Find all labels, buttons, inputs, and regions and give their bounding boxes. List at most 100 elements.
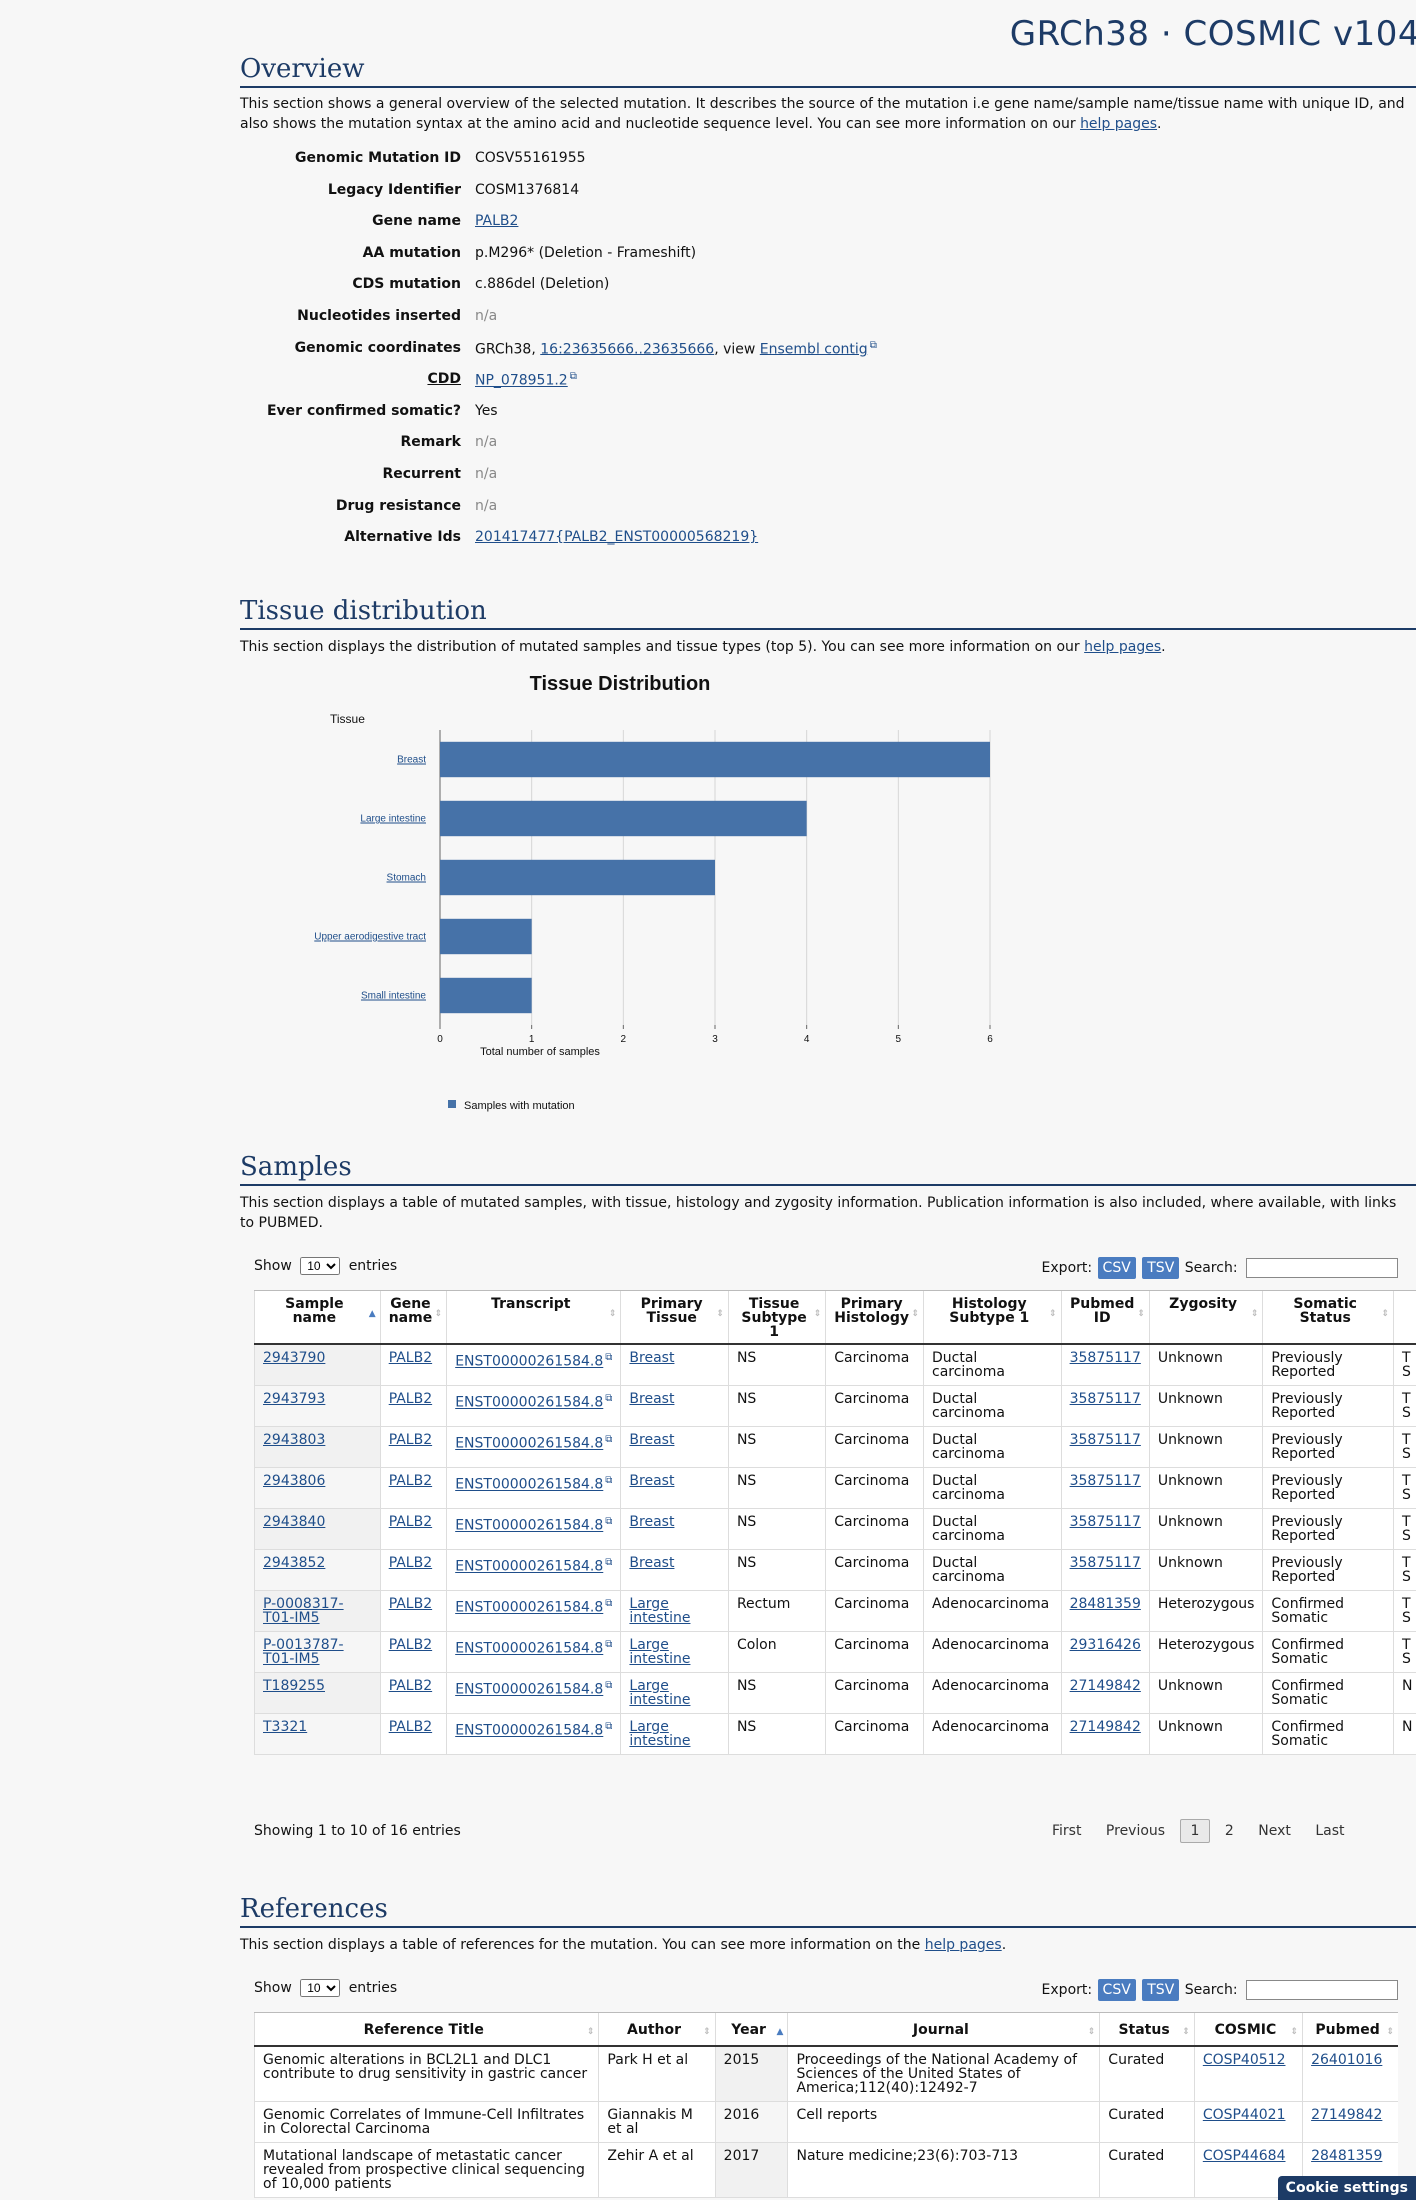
cell-link[interactable]: PALB2 (388, 1514, 433, 1530)
cell-link[interactable]: PALB2 (388, 1596, 433, 1612)
cell-link[interactable]: PALB2 (388, 1473, 433, 1489)
references-help-link[interactable]: help pages (924, 1937, 1002, 1953)
samples-search-input[interactable] (1246, 1258, 1398, 1278)
samples-entries-select[interactable]: 10 (300, 1257, 341, 1275)
cell-link[interactable]: COSP44021 (1202, 2107, 1286, 2123)
samples-col-header[interactable]: Primary Tissue ⇕ (620, 1290, 729, 1345)
pager-next[interactable]: Next (1258, 1823, 1291, 1839)
samples-export-tsv-button[interactable]: TSV (1142, 1257, 1180, 1279)
overview-help-link[interactable]: help pages (1080, 116, 1158, 132)
samples-col-header[interactable]: Histology Subtype 1 ⇕ (923, 1290, 1062, 1345)
cell-link[interactable]: PALB2 (388, 1678, 433, 1694)
samples-col-header[interactable]: Tissue Subtype 1 ⇕ (727, 1290, 826, 1345)
cell-link[interactable]: 2943806 (263, 1473, 326, 1489)
pager-last[interactable]: Last (1315, 1823, 1345, 1839)
cell-link[interactable]: Large intestine (629, 1596, 691, 1626)
cell-link[interactable]: PALB2 (388, 1719, 433, 1735)
cell-link[interactable]: 2943793 (263, 1391, 326, 1407)
cell-link[interactable]: Breast (629, 1391, 675, 1407)
cell-link[interactable]: 27149842 (1069, 1678, 1141, 1694)
alternative-ids-link[interactable]: 201417477{PALB2_ENST00000568219} (475, 529, 759, 546)
references-col-header[interactable]: Journal ⇕ (787, 2012, 1100, 2047)
cell-link[interactable]: Large intestine (629, 1678, 691, 1708)
cell-link[interactable]: Large intestine (629, 1637, 691, 1667)
cell-link[interactable]: PALB2 (388, 1432, 433, 1448)
pager-page-1[interactable]: 1 (1179, 1819, 1211, 1843)
cell-link[interactable]: PALB2 (388, 1555, 433, 1571)
references-col-header[interactable]: Pubmed ⇕ (1302, 2012, 1398, 2047)
cookie-settings-button[interactable]: Cookie settings (1277, 2176, 1416, 2200)
cell-link[interactable]: 35875117 (1069, 1555, 1141, 1571)
samples-col-header[interactable]: Gene name ⇕ (379, 1290, 447, 1345)
cell-link[interactable]: 28481359 (1069, 1596, 1141, 1612)
cell-link[interactable]: ENST00000261584.8 (455, 1435, 604, 1452)
cell-link[interactable]: ENST00000261584.8 (455, 1599, 604, 1616)
samples-col-header[interactable]: Zygosity ⇕ (1148, 1290, 1263, 1345)
references-col-header[interactable]: Year ▲ (714, 2012, 788, 2047)
cell-link[interactable]: PALB2 (388, 1391, 433, 1407)
references-col-header[interactable]: Status ⇕ (1099, 2012, 1195, 2047)
cell-link[interactable]: ENST00000261584.8 (455, 1640, 604, 1657)
cell-link[interactable]: 35875117 (1069, 1432, 1141, 1448)
cell-link[interactable]: P-0013787-T01-IM5 (263, 1637, 344, 1667)
cell-link[interactable]: ENST00000261584.8 (455, 1722, 604, 1739)
references-export-tsv-button[interactable]: TSV (1142, 1979, 1180, 2001)
cell-link[interactable]: Breast (629, 1350, 675, 1366)
bar[interactable] (440, 859, 715, 896)
cell-link[interactable]: 2943790 (263, 1350, 326, 1366)
cell-link[interactable]: ENST00000261584.8 (455, 1681, 604, 1698)
pager-page-2[interactable]: 2 (1224, 1823, 1234, 1839)
tissue-help-link[interactable]: help pages (1084, 639, 1162, 655)
cell-link[interactable]: 35875117 (1069, 1473, 1141, 1489)
cell-link[interactable]: T3321 (263, 1719, 308, 1735)
samples-col-header[interactable]: Pubmed ID ⇕ (1060, 1290, 1150, 1345)
cell-link[interactable]: T189255 (263, 1678, 325, 1694)
cell-link[interactable]: 27149842 (1311, 2107, 1383, 2123)
pager-first[interactable]: First (1052, 1823, 1082, 1839)
cdd-link[interactable]: NP_078951.2 (475, 372, 568, 389)
category-label-link[interactable]: Breast (397, 755, 426, 766)
samples-col-header[interactable]: Sample name ▲ (254, 1290, 381, 1345)
references-col-header[interactable]: Reference Title ⇕ (253, 2012, 599, 2047)
cell-link[interactable]: COSP44684 (1202, 2148, 1286, 2164)
cell-link[interactable]: 27149842 (1069, 1719, 1141, 1735)
cell-link[interactable]: ENST00000261584.8 (455, 1353, 604, 1370)
cell-link[interactable]: Breast (629, 1432, 675, 1448)
cell-link[interactable]: Breast (629, 1514, 675, 1530)
cell-link[interactable]: 35875117 (1069, 1391, 1141, 1407)
cell-link[interactable]: ENST00000261584.8 (455, 1558, 604, 1575)
bar[interactable] (440, 977, 532, 1014)
cell-link[interactable]: 26401016 (1311, 2052, 1383, 2068)
samples-col-header[interactable]: Primary Histology ⇕ (825, 1290, 924, 1345)
cell-link[interactable]: Breast (629, 1473, 675, 1489)
references-entries-select[interactable]: 10 (300, 1979, 341, 1997)
cell-link[interactable]: 35875117 (1069, 1350, 1141, 1366)
category-label-link[interactable]: Upper aerodigestive tract (314, 932, 426, 943)
references-export-csv-button[interactable]: CSV (1097, 1979, 1136, 2001)
ensembl-contig-link[interactable]: Ensembl contig (759, 341, 868, 358)
samples-export-csv-button[interactable]: CSV (1097, 1257, 1136, 1279)
cell-link[interactable]: ENST00000261584.8 (455, 1517, 604, 1534)
category-label-link[interactable]: Small intestine (361, 991, 426, 1002)
gene-name-link[interactable]: PALB2 (475, 213, 519, 230)
bar[interactable] (440, 800, 807, 837)
cell-link[interactable]: Breast (629, 1555, 675, 1571)
samples-col-header[interactable]: Somatic Status ⇕ (1262, 1290, 1394, 1345)
category-label-link[interactable]: Large intestine (360, 814, 426, 825)
cell-link[interactable]: P-0008317-T01-IM5 (263, 1596, 344, 1626)
samples-col-header-partial[interactable] (1393, 1290, 1416, 1345)
cell-link[interactable]: 2943852 (263, 1555, 326, 1571)
cell-link[interactable]: 29316426 (1069, 1637, 1141, 1653)
bar[interactable] (440, 918, 532, 955)
cell-link[interactable]: 2943803 (263, 1432, 326, 1448)
bar[interactable] (440, 741, 990, 778)
references-search-input[interactable] (1246, 1980, 1398, 2000)
references-col-header[interactable]: Author ⇕ (598, 2012, 716, 2047)
samples-col-header[interactable]: Transcript ⇕ (446, 1290, 621, 1345)
cell-link[interactable]: 35875117 (1069, 1514, 1141, 1530)
cell-link[interactable]: 28481359 (1311, 2148, 1383, 2164)
cell-link[interactable]: ENST00000261584.8 (455, 1476, 604, 1493)
cell-link[interactable]: PALB2 (388, 1350, 433, 1366)
cell-link[interactable]: COSP40512 (1202, 2052, 1286, 2068)
cell-link[interactable]: PALB2 (388, 1637, 433, 1653)
